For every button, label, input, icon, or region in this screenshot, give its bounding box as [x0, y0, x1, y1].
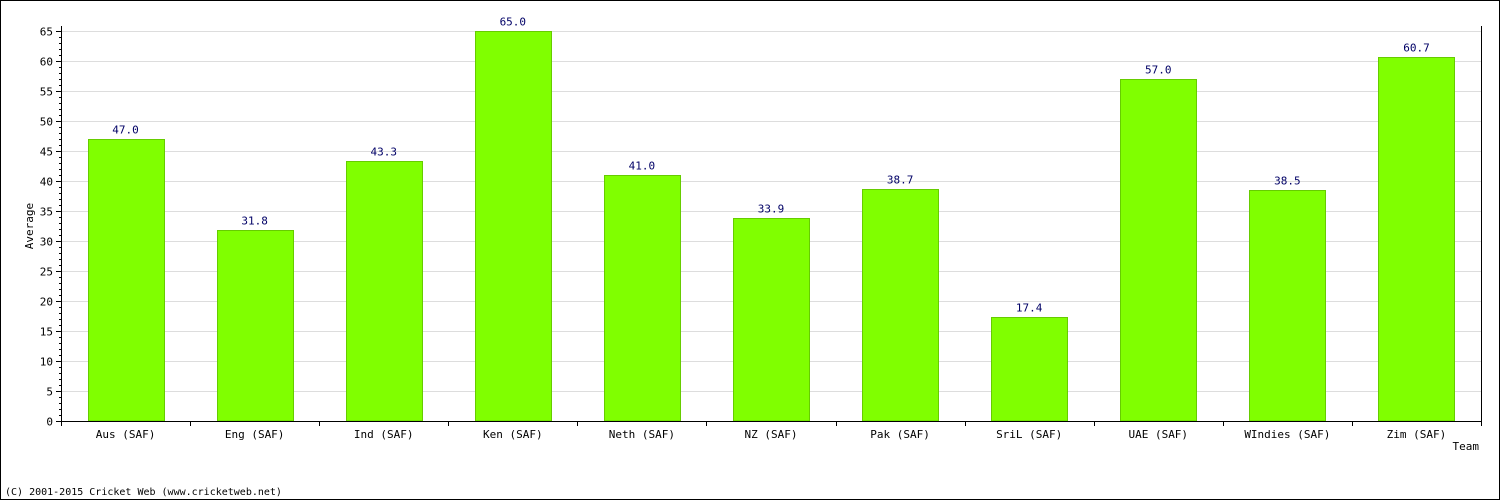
y-tick-label: 50 [40, 116, 53, 129]
bar [1378, 57, 1455, 422]
bar [1249, 190, 1326, 422]
bar-value-label: 38.5 [1274, 175, 1301, 188]
bar [217, 230, 294, 422]
x-tick-label: NZ (SAF) [745, 428, 798, 441]
bar-value-label: 47.0 [112, 124, 139, 137]
bar [88, 139, 165, 422]
bar-value-label: 60.7 [1403, 42, 1430, 55]
x-tick-label: WIndies (SAF) [1244, 428, 1330, 441]
y-axis-title: Average [23, 203, 36, 249]
bar [604, 175, 681, 422]
axes [61, 26, 1482, 422]
y-tick-label: 45 [40, 146, 53, 159]
y-tick-label: 60 [40, 56, 53, 69]
x-tick-label: Zim (SAF) [1387, 428, 1447, 441]
x-tick-label: SriL (SAF) [996, 428, 1062, 441]
bar-value-label: 41.0 [629, 160, 656, 173]
y-tick-label: 25 [40, 266, 53, 279]
bar-value-label: 65.0 [500, 16, 527, 29]
y-tick-label: 40 [40, 176, 53, 189]
copyright-footer: (C) 2001-2015 Cricket Web (www.cricketwe… [5, 487, 282, 498]
x-tick-label: Aus (SAF) [96, 428, 156, 441]
bar [475, 31, 552, 422]
y-tick-label: 35 [40, 206, 53, 219]
y-tick-label: 0 [46, 416, 53, 429]
bars [88, 31, 1455, 422]
bar [733, 218, 810, 422]
x-tick-label: Ken (SAF) [483, 428, 543, 441]
bar-value-label: 33.9 [758, 203, 785, 216]
bar [862, 189, 939, 422]
ticks: 0 5 10 15 20 25 30 35 40 45 50 55 60 65 Aus (SAF) Eng (… [40, 26, 1482, 441]
y-tick-label: 5 [46, 386, 53, 399]
y-tick-label: 10 [40, 356, 53, 369]
bar-value-label: 43.3 [370, 146, 397, 159]
x-tick-label: Pak (SAF) [870, 428, 930, 441]
bar-value-label: 17.4 [1016, 302, 1043, 315]
x-axis-title: Team [1453, 440, 1480, 453]
bar-value-label: 38.7 [887, 174, 914, 187]
y-tick-label: 30 [40, 236, 53, 249]
x-tick-label: Ind (SAF) [354, 428, 414, 441]
y-tick-label: 55 [40, 86, 53, 99]
x-tick-label: Eng (SAF) [225, 428, 285, 441]
x-tick-label: UAE (SAF) [1128, 428, 1188, 441]
bar-value-label: 31.8 [241, 215, 268, 228]
y-tick-label: 65 [40, 26, 53, 39]
y-tick-label: 15 [40, 326, 53, 339]
bar [346, 161, 423, 422]
bar-value-label: 57.0 [1145, 64, 1172, 77]
bar [991, 317, 1068, 422]
bar [1120, 79, 1197, 422]
value-labels: 47.0 31.8 43.3 65.0 41.0 33.9 38.7 17.4 57.0 38.5… [112, 16, 1429, 315]
y-tick-label: 20 [40, 296, 53, 309]
x-tick-label: Neth (SAF) [609, 428, 675, 441]
